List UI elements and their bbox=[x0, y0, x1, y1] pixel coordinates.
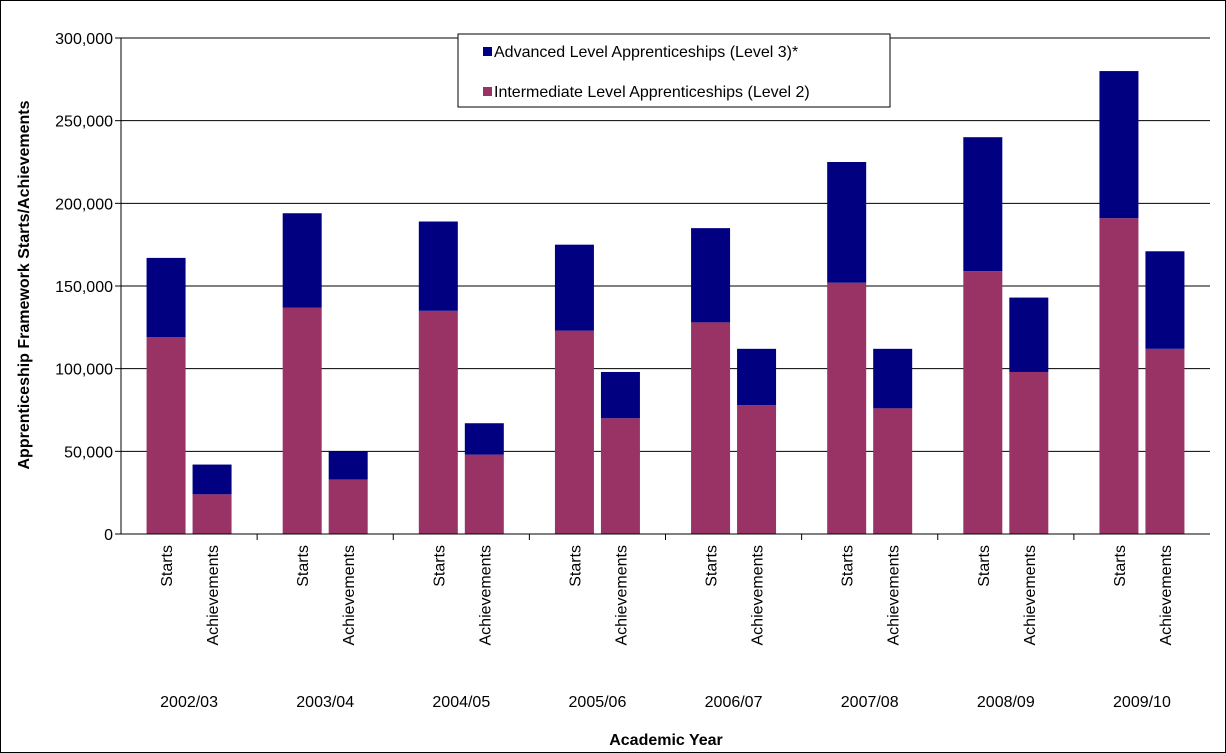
y-tick-label: 0 bbox=[104, 527, 113, 544]
bars bbox=[146, 71, 1185, 535]
y-tick-label: 50,000 bbox=[64, 444, 113, 461]
bar-segment-intermediate bbox=[418, 310, 458, 534]
bar-segment-advanced bbox=[554, 244, 594, 331]
x-category-label: Starts bbox=[567, 545, 584, 587]
x-category-label: Starts bbox=[295, 545, 312, 587]
y-tick-label: 200,000 bbox=[55, 196, 113, 213]
x-axis-title: Academic Year bbox=[609, 732, 723, 749]
bar-segment-advanced bbox=[328, 451, 368, 480]
bar-segment-intermediate bbox=[554, 330, 594, 534]
x-category-label: Starts bbox=[704, 545, 721, 587]
bar-segment-intermediate bbox=[737, 405, 777, 534]
bar-segment-advanced bbox=[1145, 251, 1185, 349]
legend: Advanced Level Apprenticeships (Level 3)… bbox=[457, 33, 891, 108]
y-tick-label: 150,000 bbox=[55, 279, 113, 296]
x-category-label: Starts bbox=[976, 545, 993, 587]
bar-segment-intermediate bbox=[192, 494, 232, 534]
bar-segment-intermediate bbox=[600, 418, 640, 534]
bar-segment-intermediate bbox=[1145, 348, 1185, 534]
bar-segment-intermediate bbox=[328, 479, 368, 534]
bar-segment-advanced bbox=[146, 257, 186, 338]
bar-segment-advanced bbox=[282, 213, 322, 308]
bar-segment-advanced bbox=[418, 221, 458, 311]
bar-segment-advanced bbox=[600, 371, 640, 419]
y-tick-labels: 0 50,000 100,000 150,000 200,000 250,000 300,0… bbox=[55, 31, 113, 544]
x-category-label: Achievements bbox=[613, 545, 630, 646]
legend-swatch-advanced bbox=[483, 47, 492, 56]
bar-segment-intermediate bbox=[1009, 371, 1049, 534]
x-group-label: 2003/04 bbox=[296, 694, 354, 711]
x-category-label: Starts bbox=[840, 545, 857, 587]
x-category-label: Achievements bbox=[477, 545, 494, 646]
bar-segment-advanced bbox=[737, 348, 777, 406]
x-group-label: 2002/03 bbox=[160, 694, 218, 711]
x-category-label: Starts bbox=[431, 545, 448, 587]
x-group-label: 2008/09 bbox=[977, 694, 1035, 711]
x-category-label: Starts bbox=[159, 545, 176, 587]
bar-segment-advanced bbox=[827, 162, 867, 283]
x-category-label: Achievements bbox=[886, 545, 903, 646]
x-group-label: 2005/06 bbox=[569, 694, 627, 711]
bar-segment-advanced bbox=[1009, 297, 1049, 372]
bar-segment-intermediate bbox=[1099, 218, 1139, 535]
x-category-label: Achievements bbox=[1158, 545, 1175, 646]
y-tick-label: 300,000 bbox=[55, 31, 113, 48]
bar-segment-advanced bbox=[963, 137, 1003, 272]
legend-label-intermediate: Intermediate Level Apprenticeships (Leve… bbox=[494, 84, 810, 101]
x-category-label: Achievements bbox=[1022, 545, 1039, 646]
legend-box bbox=[457, 33, 891, 108]
axes bbox=[120, 38, 1210, 540]
bar-segment-intermediate bbox=[963, 271, 1003, 534]
x-category-label: Achievements bbox=[205, 545, 222, 646]
y-axis-title: Apprenticeship Framework Starts/Achievem… bbox=[16, 100, 33, 469]
x-group-label: 2004/05 bbox=[432, 694, 490, 711]
x-group-label: 2007/08 bbox=[841, 694, 899, 711]
x-category-labels: Starts Achievements Starts Achievements Star… bbox=[159, 545, 1175, 646]
x-category-label: Achievements bbox=[750, 545, 767, 646]
bar-segment-advanced bbox=[1099, 71, 1139, 219]
bar-segment-intermediate bbox=[146, 337, 186, 534]
y-tick-label: 100,000 bbox=[55, 362, 113, 379]
bar-segment-intermediate bbox=[282, 307, 322, 534]
bar-segment-advanced bbox=[464, 423, 504, 455]
legend-swatch-intermediate bbox=[483, 87, 492, 96]
x-group-label: 2009/10 bbox=[1113, 694, 1171, 711]
bar-segment-intermediate bbox=[691, 322, 731, 534]
x-category-label: Achievements bbox=[341, 545, 358, 646]
x-category-label: Starts bbox=[1112, 545, 1129, 587]
legend-label-advanced: Advanced Level Apprenticeships (Level 3)… bbox=[494, 44, 798, 61]
bar-segment-intermediate bbox=[464, 454, 504, 534]
bar-segment-intermediate bbox=[873, 408, 913, 534]
bar-segment-intermediate bbox=[827, 282, 867, 534]
x-group-labels: 2002/03 2003/04 2004/05 2005/06 2006/07 2007/… bbox=[160, 694, 1171, 711]
bar-segment-advanced bbox=[873, 348, 913, 409]
x-group-label: 2006/07 bbox=[705, 694, 763, 711]
bar-segment-advanced bbox=[691, 228, 731, 323]
y-tick-label: 250,000 bbox=[55, 114, 113, 131]
bar-segment-advanced bbox=[192, 464, 232, 495]
